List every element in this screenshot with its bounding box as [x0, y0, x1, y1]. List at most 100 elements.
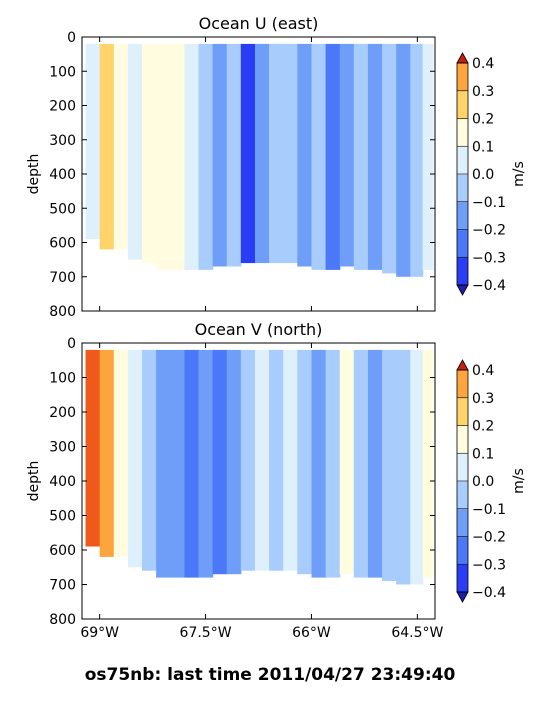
y-tick-label: 0	[67, 336, 76, 352]
x-tick-label: 67.5°W	[180, 625, 232, 641]
y-tick-label: 400	[49, 474, 76, 490]
x-tick-label: 64.5°W	[391, 625, 443, 641]
data-column	[99, 43, 115, 250]
x-tick-label: 66°W	[292, 625, 331, 641]
colorbar-tick-label: 0.0	[472, 474, 494, 490]
data-column	[85, 43, 101, 240]
colorbar-tick-label: 0.0	[472, 167, 494, 183]
data-column	[353, 349, 369, 578]
data-column	[410, 43, 424, 277]
data-column	[382, 349, 397, 581]
colorbar-tick-label: 0.3	[472, 391, 494, 407]
colorbar-band	[457, 146, 468, 175]
data-column	[311, 349, 327, 578]
colorbar-band	[457, 90, 468, 120]
data-column	[269, 43, 284, 264]
y-tick-label: 700	[49, 578, 76, 594]
y-tick-label: 100	[49, 371, 76, 387]
colorbar-tick-label: −0.2	[472, 530, 506, 546]
data-column	[198, 43, 214, 270]
colorbar-tick-label: 0.2	[472, 112, 494, 128]
colorbar-tick-label: 0.4	[472, 56, 494, 72]
data-column	[170, 43, 185, 270]
data-column	[113, 43, 129, 250]
data-column	[212, 349, 228, 575]
chart-title: Ocean V (north)	[195, 320, 323, 339]
y-tick-label: 500	[49, 201, 76, 217]
colorbar-tick-label: −0.3	[472, 250, 506, 266]
data-column	[353, 43, 369, 270]
y-tick-label: 200	[49, 99, 76, 115]
data-column	[170, 349, 185, 578]
data-column	[311, 43, 327, 270]
colorbar-band	[457, 63, 468, 92]
data-column	[240, 349, 256, 571]
data-column	[226, 43, 242, 267]
data-column	[226, 349, 242, 575]
colorbar-band	[457, 397, 468, 427]
data-column	[127, 43, 143, 260]
y-tick-label: 200	[49, 405, 76, 421]
colorbar-extend-max	[456, 359, 469, 371]
data-column	[325, 43, 341, 270]
data-column	[410, 349, 424, 585]
data-column	[127, 349, 143, 568]
data-column	[382, 43, 397, 274]
colorbar-tick-label: 0.4	[472, 363, 494, 379]
data-column	[269, 349, 284, 571]
chart-title: Ocean U (east)	[199, 14, 319, 33]
data-column	[156, 43, 171, 270]
data-column	[142, 349, 157, 571]
y-tick-label: 800	[49, 304, 76, 320]
y-tick-label: 100	[49, 64, 76, 80]
colorbar-band	[457, 201, 468, 231]
data-column	[85, 349, 101, 547]
y-tick-label: 300	[49, 133, 76, 149]
colorbar-tick-label: −0.1	[472, 195, 506, 211]
y-axis-label: depth	[26, 154, 42, 195]
colorbar-tick-label: 0.1	[472, 446, 494, 462]
data-column	[396, 43, 411, 277]
y-tick-label: 700	[49, 270, 76, 286]
ocean-v-panel: Ocean V (north) 0 100 200 300 400 500 600 700 800…	[26, 320, 527, 641]
y-tick-label: 800	[49, 612, 76, 628]
colorbar-tick-label: 0.1	[472, 139, 494, 155]
data-column	[198, 349, 214, 578]
y-tick-label: 300	[49, 440, 76, 456]
colorbar-extend-min	[456, 591, 469, 603]
data-column	[156, 349, 171, 578]
y-tick-label: 500	[49, 509, 76, 525]
colorbar-band	[457, 174, 468, 203]
ocean-u-panel: Ocean U (east) 0 100 200 300 400 500 600 700 800 d…	[26, 14, 527, 320]
colorbar-extend-min	[456, 284, 469, 296]
footer-title: os75nb: last time 2011/04/27 23:49:40	[84, 665, 456, 685]
data-column	[113, 349, 129, 557]
colorbar-tick-label: 0.2	[472, 419, 494, 435]
data-column	[212, 43, 228, 267]
data-column	[142, 43, 157, 264]
y-tick-label: 600	[49, 543, 76, 559]
data-column	[422, 349, 434, 578]
colorbar-tick-label: −0.4	[472, 585, 506, 601]
colorbar-band	[457, 481, 468, 510]
data-column	[339, 43, 355, 267]
colorbar-band	[457, 229, 468, 258]
colorbar-band	[457, 370, 468, 399]
data-column	[184, 349, 200, 578]
colorbar-tick-label: −0.4	[472, 278, 506, 294]
colorbar-tick-label: −0.2	[472, 223, 506, 239]
data-column	[255, 349, 270, 571]
colorbar-band	[457, 118, 468, 147]
y-axis-label: depth	[26, 461, 42, 502]
x-tick-label: 69°W	[80, 625, 119, 641]
colorbar-label: m/s	[511, 161, 527, 187]
data-column	[99, 349, 115, 557]
data-column	[422, 43, 434, 270]
colorbar-band	[457, 257, 468, 286]
data-column	[184, 43, 200, 270]
data-column	[283, 43, 298, 264]
colorbar-tick-label: −0.1	[472, 502, 506, 518]
y-tick-label: 0	[67, 30, 76, 46]
y-tick-label: 600	[49, 236, 76, 252]
